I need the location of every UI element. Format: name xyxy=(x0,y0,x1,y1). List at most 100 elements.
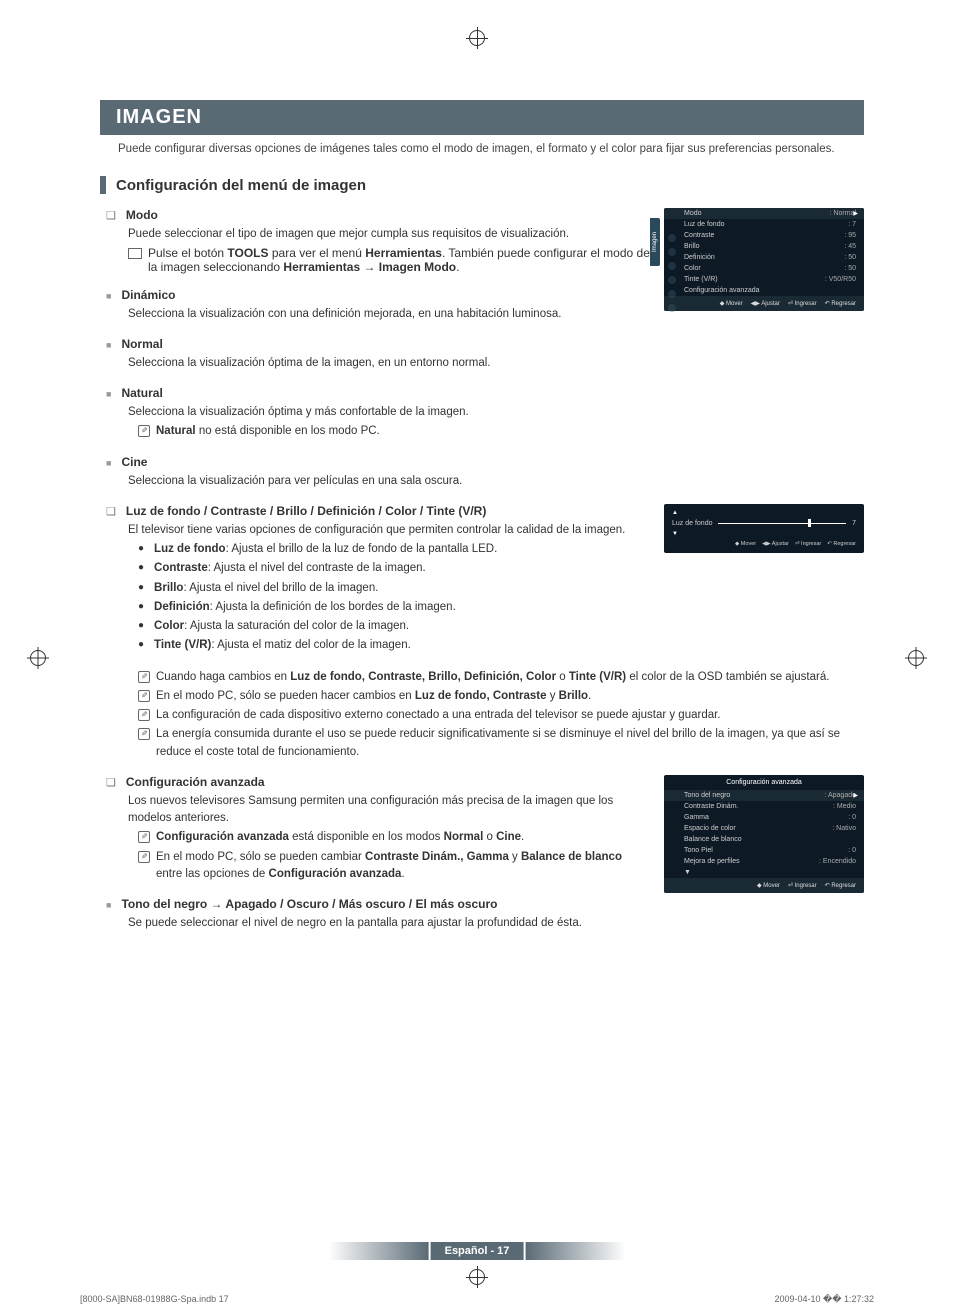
note-icon xyxy=(138,709,150,721)
section-header: Configuración del menú de imagen xyxy=(100,176,864,194)
normal-title: Normal xyxy=(121,337,162,351)
modo-title: Modo xyxy=(126,208,158,222)
avanzada-title: Configuración avanzada xyxy=(126,775,265,789)
osd-row: Gamma: 0 xyxy=(664,812,864,823)
note-icon xyxy=(138,728,150,740)
osd-value: : Normal xyxy=(830,210,856,217)
osd-avanzada-panel: Configuración avanzada Tono del negro: A… xyxy=(664,775,864,893)
note-icon xyxy=(138,671,150,683)
osd-row: Espacio de color: Nativo xyxy=(664,823,864,834)
osd-value: : Apagado xyxy=(824,792,856,799)
modo-tool-note: Pulse el botón TOOLS para ver el menú He… xyxy=(100,246,650,274)
slider-track xyxy=(718,523,846,524)
intro-text: Puede configurar diversas opciones de im… xyxy=(100,141,864,158)
section-bar xyxy=(100,176,106,194)
osd-row: Mejora de perfiles: Encendido xyxy=(664,856,864,867)
luz-bullet: ●Tinte (V/R): Ajusta el matiz del color … xyxy=(100,637,650,654)
page-footer: Español - 17 xyxy=(329,1242,626,1260)
doc-timestamp: 2009-04-10 �� 1:27:32 xyxy=(774,1294,874,1305)
osd2-title: Configuración avanzada xyxy=(664,775,864,790)
osd-value: : Encendido xyxy=(819,858,856,865)
osd-row: Color: 50 xyxy=(664,263,864,274)
slider-panel: ▲ Luz de fondo 7 ▼ ◆ Mover◀▶ Ajustar⏎ In… xyxy=(664,504,864,553)
slider-thumb xyxy=(808,519,811,527)
osd-label: Gamma xyxy=(684,814,848,821)
osd-value: : 95 xyxy=(844,232,856,239)
osd-row: Contraste: 95 xyxy=(664,230,864,241)
osd-label: Definición xyxy=(684,254,844,261)
osd-value: : Medio xyxy=(833,803,856,810)
osd-label: Mejora de perfiles xyxy=(684,858,819,865)
osd-row: Luz de fondo: 7 xyxy=(664,219,864,230)
luz-note: La energía consumida durante el uso se p… xyxy=(100,726,864,761)
luz-note: En el modo PC, sólo se pueden hacer camb… xyxy=(100,688,864,705)
osd-footer: ◆ Mover◀▶ Ajustar⏎ Ingresar↶ Regresar xyxy=(664,296,864,311)
slider-label: Luz de fondo xyxy=(672,520,712,527)
osd-value: : V50/R50 xyxy=(825,276,856,283)
box-marker: ❏ xyxy=(106,209,116,222)
osd-value: : 0 xyxy=(848,814,856,821)
cine-desc: Selecciona la visualización para ver pel… xyxy=(100,473,650,490)
osd-label: Luz de fondo xyxy=(684,221,848,228)
osd-value: : 50 xyxy=(844,265,856,272)
osd-row: Configuración avanzada xyxy=(664,285,864,296)
page-number: Español - 17 xyxy=(431,1242,524,1260)
main-title: IMAGEN xyxy=(100,100,864,135)
osd-side-icon xyxy=(668,304,676,311)
tools-icon xyxy=(128,248,142,259)
osd-imagen-panel: Imagen Modo: NormalLuz de fondo: 7Contra… xyxy=(664,208,864,311)
page-content: IMAGEN Puede configurar diversas opcione… xyxy=(0,0,954,1315)
tono-title: Tono del negro → Apagado / Oscuro / Más … xyxy=(121,897,497,911)
note-icon xyxy=(138,425,150,437)
luz-note: La configuración de cada dispositivo ext… xyxy=(100,707,864,724)
osd-label: Color xyxy=(684,265,844,272)
avanzada-note-1: Configuración avanzada está disponible e… xyxy=(100,829,650,846)
note-icon xyxy=(138,690,150,702)
tono-desc: Se puede seleccionar el nivel de negro e… xyxy=(100,915,650,932)
cine-title: Cine xyxy=(121,455,147,469)
osd-row: ▼ xyxy=(664,867,864,878)
down-arrow-icon: ▼ xyxy=(672,531,678,537)
modo-desc: Puede seleccionar el tipo de imagen que … xyxy=(100,226,650,243)
slider-value: 7 xyxy=(852,520,856,527)
luz-desc: El televisor tiene varias opciones de co… xyxy=(100,522,650,539)
dinamico-desc: Selecciona la visualización con una defi… xyxy=(100,306,650,323)
normal-desc: Selecciona la visualización óptima de la… xyxy=(100,355,650,372)
avanzada-desc: Los nuevos televisores Samsung permiten … xyxy=(100,793,650,828)
note-icon xyxy=(138,831,150,843)
osd-label: Contraste xyxy=(684,232,844,239)
osd-row: Modo: Normal xyxy=(664,208,864,219)
osd-value: : 7 xyxy=(848,221,856,228)
dinamico-title: Dinámico xyxy=(121,288,175,302)
osd-label: Contraste Dinám. xyxy=(684,803,833,810)
natural-desc: Selecciona la visualización óptima y más… xyxy=(100,404,650,421)
luz-bullet: ●Luz de fondo: Ajusta el brillo de la lu… xyxy=(100,541,650,558)
osd-row: Tono Piel: 0 xyxy=(664,845,864,856)
luz-bullet: ●Contraste: Ajusta el nivel del contrast… xyxy=(100,560,650,577)
osd-label: Brillo xyxy=(684,243,844,250)
luz-bullet: ●Brillo: Ajusta el nivel del brillo de l… xyxy=(100,580,650,597)
osd-label: Tono del negro xyxy=(684,792,824,799)
square-marker: ■ xyxy=(106,291,111,301)
note-icon xyxy=(138,851,150,863)
osd-row: Tono del negro: Apagado xyxy=(664,790,864,801)
up-arrow-icon: ▲ xyxy=(672,510,678,516)
osd-label: Configuración avanzada xyxy=(684,287,856,294)
osd-label: Balance de blanco xyxy=(684,836,856,843)
section-title: Configuración del menú de imagen xyxy=(116,177,366,194)
avanzada-note-2: En el modo PC, sólo se pueden cambiar Co… xyxy=(100,849,650,884)
document-footer: [8000-SA]BN68-01988G-Spa.indb 17 2009-04… xyxy=(80,1294,874,1305)
osd-label: Modo xyxy=(684,210,830,217)
osd-label: Tinte (V/R) xyxy=(684,276,825,283)
osd-value: : 45 xyxy=(844,243,856,250)
osd-value: : 0 xyxy=(848,847,856,854)
luz-bullet: ●Color: Ajusta la saturación del color d… xyxy=(100,618,650,635)
osd-row: Definición: 50 xyxy=(664,252,864,263)
luz-title: Luz de fondo / Contraste / Brillo / Defi… xyxy=(126,504,486,518)
luz-bullet: ●Definición: Ajusta la definición de los… xyxy=(100,599,650,616)
osd-side-tab: Imagen xyxy=(650,218,660,266)
osd-label: Espacio de color xyxy=(684,825,832,832)
natural-note: Natural no está disponible en los modo P… xyxy=(100,423,650,440)
slider-footer: ◆ Mover◀▶ Ajustar⏎ Ingresar↶ Regresar xyxy=(672,541,856,547)
natural-title: Natural xyxy=(121,386,162,400)
